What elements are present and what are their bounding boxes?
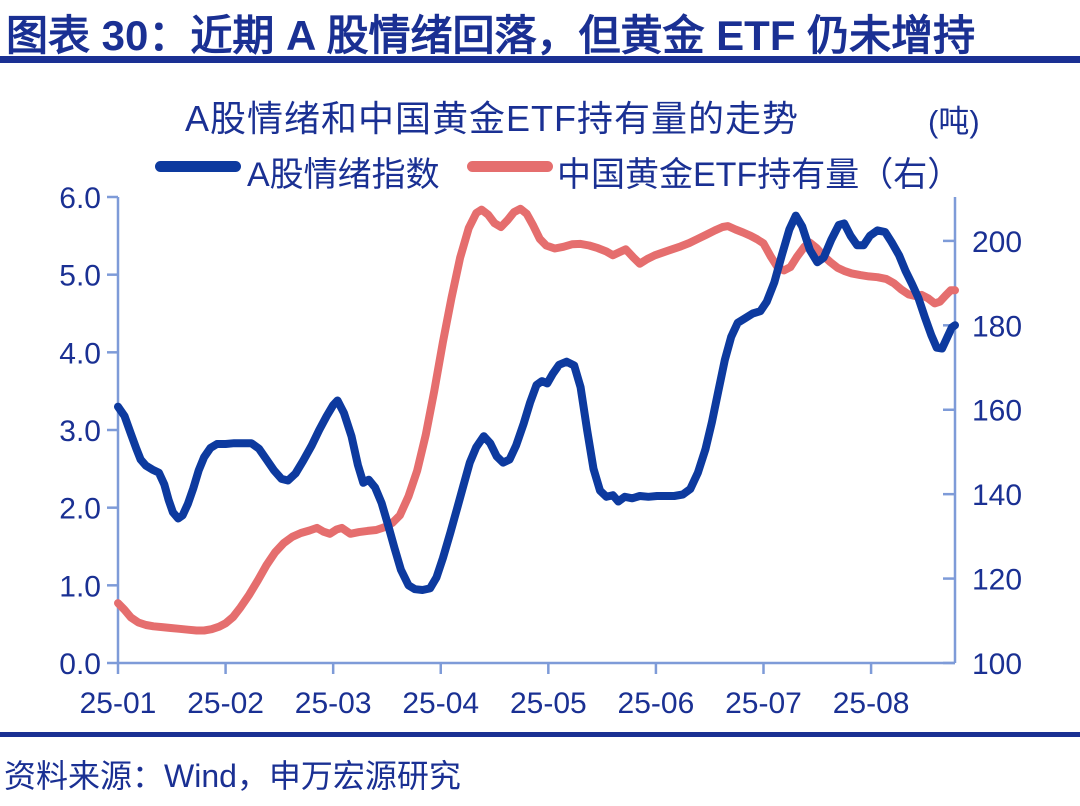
left-axis-tick-label: 4.0 — [59, 337, 101, 370]
x-axis-tick-label: 25-03 — [295, 687, 372, 720]
sentiment-index-line — [114, 211, 959, 594]
legend-label-gold-etf: 中国黄金ETF持有量（右） — [557, 156, 962, 194]
right-axis-tick-label: 140 — [972, 479, 1022, 512]
right-axis-unit-label: (吨) — [928, 104, 980, 139]
x-axis-tick-label: 25-05 — [510, 687, 587, 720]
chart-title: A股情绪和中国黄金ETF持有量的走势 — [185, 98, 800, 139]
left-axis-tick-label: 6.0 — [59, 182, 101, 215]
right-axis-tick-label: 120 — [972, 564, 1022, 597]
source-divider-bar — [0, 732, 1080, 737]
legend-label-sentiment: A股情绪指数 — [247, 156, 440, 194]
source-note: 资料来源：Wind，申万宏源研究 — [4, 758, 461, 794]
gold-etf-holdings-line — [114, 204, 959, 635]
x-axis-tick-label: 25-04 — [402, 687, 479, 720]
left-axis-tick-label: 3.0 — [59, 415, 101, 448]
right-axis-tick-label: 100 — [972, 648, 1022, 681]
x-axis-tick-label: 25-02 — [187, 687, 264, 720]
left-axis-tick-label: 2.0 — [59, 493, 101, 526]
right-axis-tick-label: 180 — [972, 310, 1022, 343]
legend-swatch-gold-etf-line — [467, 161, 553, 172]
page-title: 图表 30：近期 A 股情绪回落，但黄金 ETF 仍未增持 — [6, 12, 976, 59]
left-axis-tick-label: 0.0 — [59, 648, 101, 681]
left-axis-tick-label: 1.0 — [59, 570, 101, 603]
x-axis-tick-label: 25-07 — [725, 687, 802, 720]
x-axis-tick-label: 25-01 — [80, 687, 157, 720]
left-axis-tick-label: 5.0 — [59, 260, 101, 293]
x-axis-tick-label: 25-08 — [833, 687, 910, 720]
legend-swatch-sentiment-line — [155, 161, 241, 172]
x-axis-tick-label: 25-06 — [618, 687, 695, 720]
right-axis-tick-label: 200 — [972, 226, 1022, 259]
right-axis-tick-label: 160 — [972, 395, 1022, 428]
title-underline-bar — [0, 56, 1080, 63]
